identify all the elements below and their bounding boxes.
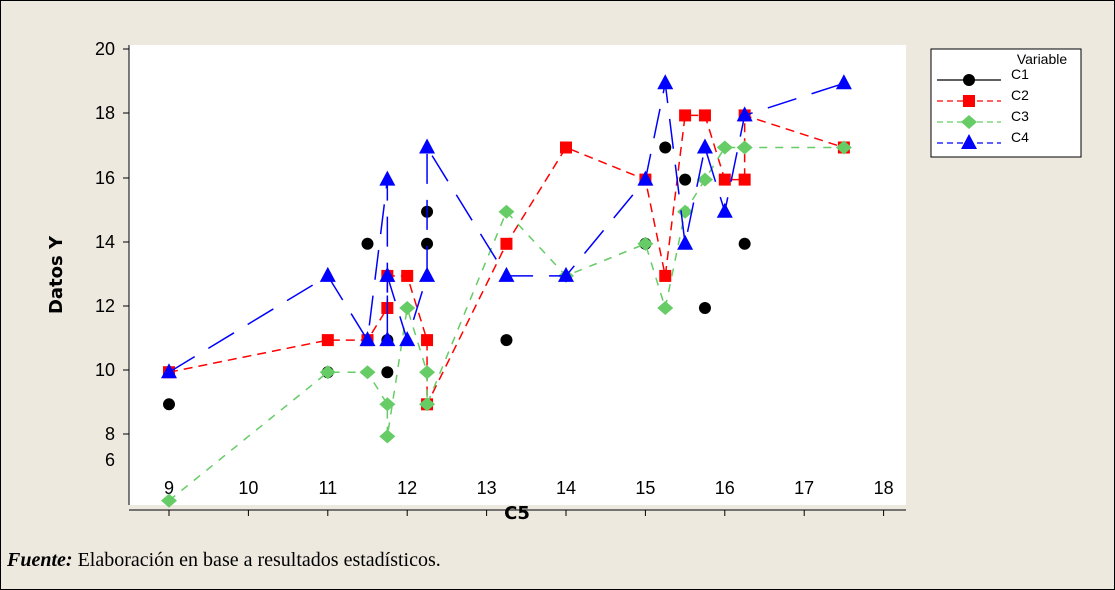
data-point-c4 (379, 170, 396, 186)
x-tick-label: 12 (397, 478, 417, 498)
data-point-c3 (419, 365, 436, 380)
data-point-c2 (698, 109, 711, 122)
legend-label: C1 (1011, 66, 1029, 82)
data-point-c4 (657, 74, 674, 90)
data-point-c4 (637, 170, 654, 186)
y-axis: 20 18 16 14 12 10 8 6 (95, 39, 130, 505)
data-point-c3 (379, 397, 396, 412)
data-point-c2 (321, 334, 334, 347)
data-point-c3 (319, 365, 336, 380)
legend-marker-c1 (963, 74, 975, 86)
data-point-c4 (419, 138, 436, 154)
legend-label: C2 (1011, 87, 1029, 103)
series-layer (161, 74, 852, 508)
data-point-c4 (736, 106, 753, 122)
x-tick-label: 17 (794, 478, 814, 498)
legend: Variable C1 C2 C3 C4 (930, 48, 1082, 158)
legend-label: C4 (1011, 129, 1029, 145)
data-point-c3 (736, 140, 753, 155)
legend-marker-c3 (961, 115, 977, 129)
data-point-c2 (401, 269, 414, 282)
y-tick-label: 14 (95, 232, 115, 252)
x-axis-title: C5 (504, 503, 530, 524)
data-point-c1 (679, 173, 692, 186)
data-point-c4 (359, 331, 376, 347)
y-tick-label: 6 (105, 450, 115, 470)
footnote: Fuente: Elaboración en base a resultados… (7, 549, 441, 572)
data-point-c3 (498, 204, 515, 219)
x-tick-label: 16 (715, 478, 735, 498)
series-line-c4 (168, 82, 845, 373)
footnote-text: Elaboración en base a resultados estadís… (72, 549, 441, 571)
data-point-c4 (498, 266, 515, 282)
data-point-c2 (738, 173, 751, 186)
data-point-c1 (698, 302, 711, 315)
x-tick-label: 13 (477, 478, 497, 498)
data-point-c4 (835, 74, 852, 90)
plot-area (129, 45, 906, 505)
legend-label: C3 (1011, 108, 1029, 124)
data-point-c3 (716, 140, 733, 155)
data-point-c4 (558, 266, 574, 282)
x-tick-label: 15 (635, 478, 655, 498)
data-point-c4 (161, 363, 177, 379)
y-tick-label: 12 (95, 296, 115, 316)
data-point-c3 (359, 365, 376, 380)
data-point-c3 (419, 397, 436, 412)
data-point-c1 (500, 334, 513, 347)
x-tick-label: 14 (556, 478, 576, 498)
data-point-c2 (718, 173, 731, 186)
y-tick-label: 18 (95, 103, 115, 123)
y-tick-label: 10 (95, 360, 115, 380)
x-tick-label: 18 (874, 478, 894, 498)
data-point-c2 (500, 237, 513, 250)
footnote-label: Fuente: (7, 549, 73, 571)
y-axis-title: Datos Y (46, 235, 67, 314)
data-point-c1 (738, 237, 751, 250)
data-point-c3 (835, 140, 852, 155)
x-axis: 9 10 11 12 13 14 15 16 17 18 (129, 478, 906, 516)
data-point-c3 (637, 236, 654, 251)
data-point-c4 (696, 138, 713, 154)
x-tick-label: 11 (318, 478, 337, 498)
data-point-c1 (659, 141, 672, 154)
data-point-c4 (319, 266, 336, 282)
series-c4 (161, 74, 852, 379)
data-point-c4 (399, 331, 416, 347)
data-point-c3 (379, 429, 396, 444)
legend-marker-c4 (961, 134, 977, 149)
data-point-c4 (379, 331, 396, 347)
data-point-c2 (560, 141, 572, 154)
data-point-c3 (657, 301, 674, 316)
data-point-c2 (421, 334, 434, 347)
data-point-c2 (679, 109, 692, 122)
y-tick-label: 8 (105, 424, 115, 444)
data-point-c4 (419, 266, 436, 282)
data-point-c4 (379, 266, 396, 282)
data-point-c3 (161, 493, 177, 508)
x-tick-label: 9 (164, 478, 174, 498)
data-point-c4 (716, 202, 733, 218)
y-tick-label: 16 (95, 168, 115, 188)
x-tick-label: 10 (238, 478, 258, 498)
legend-box (930, 48, 1082, 158)
data-point-c1 (381, 366, 394, 379)
data-point-c3 (399, 301, 416, 316)
y-tick-label: 20 (95, 39, 115, 59)
legend-items: C1 C2 C3 C4 (937, 66, 1029, 149)
legend-marker-c2 (963, 95, 975, 107)
data-point-c3 (696, 172, 713, 187)
data-point-c1 (421, 237, 434, 250)
data-point-c1 (163, 398, 175, 411)
data-point-c1 (361, 237, 374, 250)
legend-title: Variable (1017, 51, 1068, 67)
data-point-c4 (677, 234, 694, 250)
data-point-c2 (659, 269, 672, 282)
